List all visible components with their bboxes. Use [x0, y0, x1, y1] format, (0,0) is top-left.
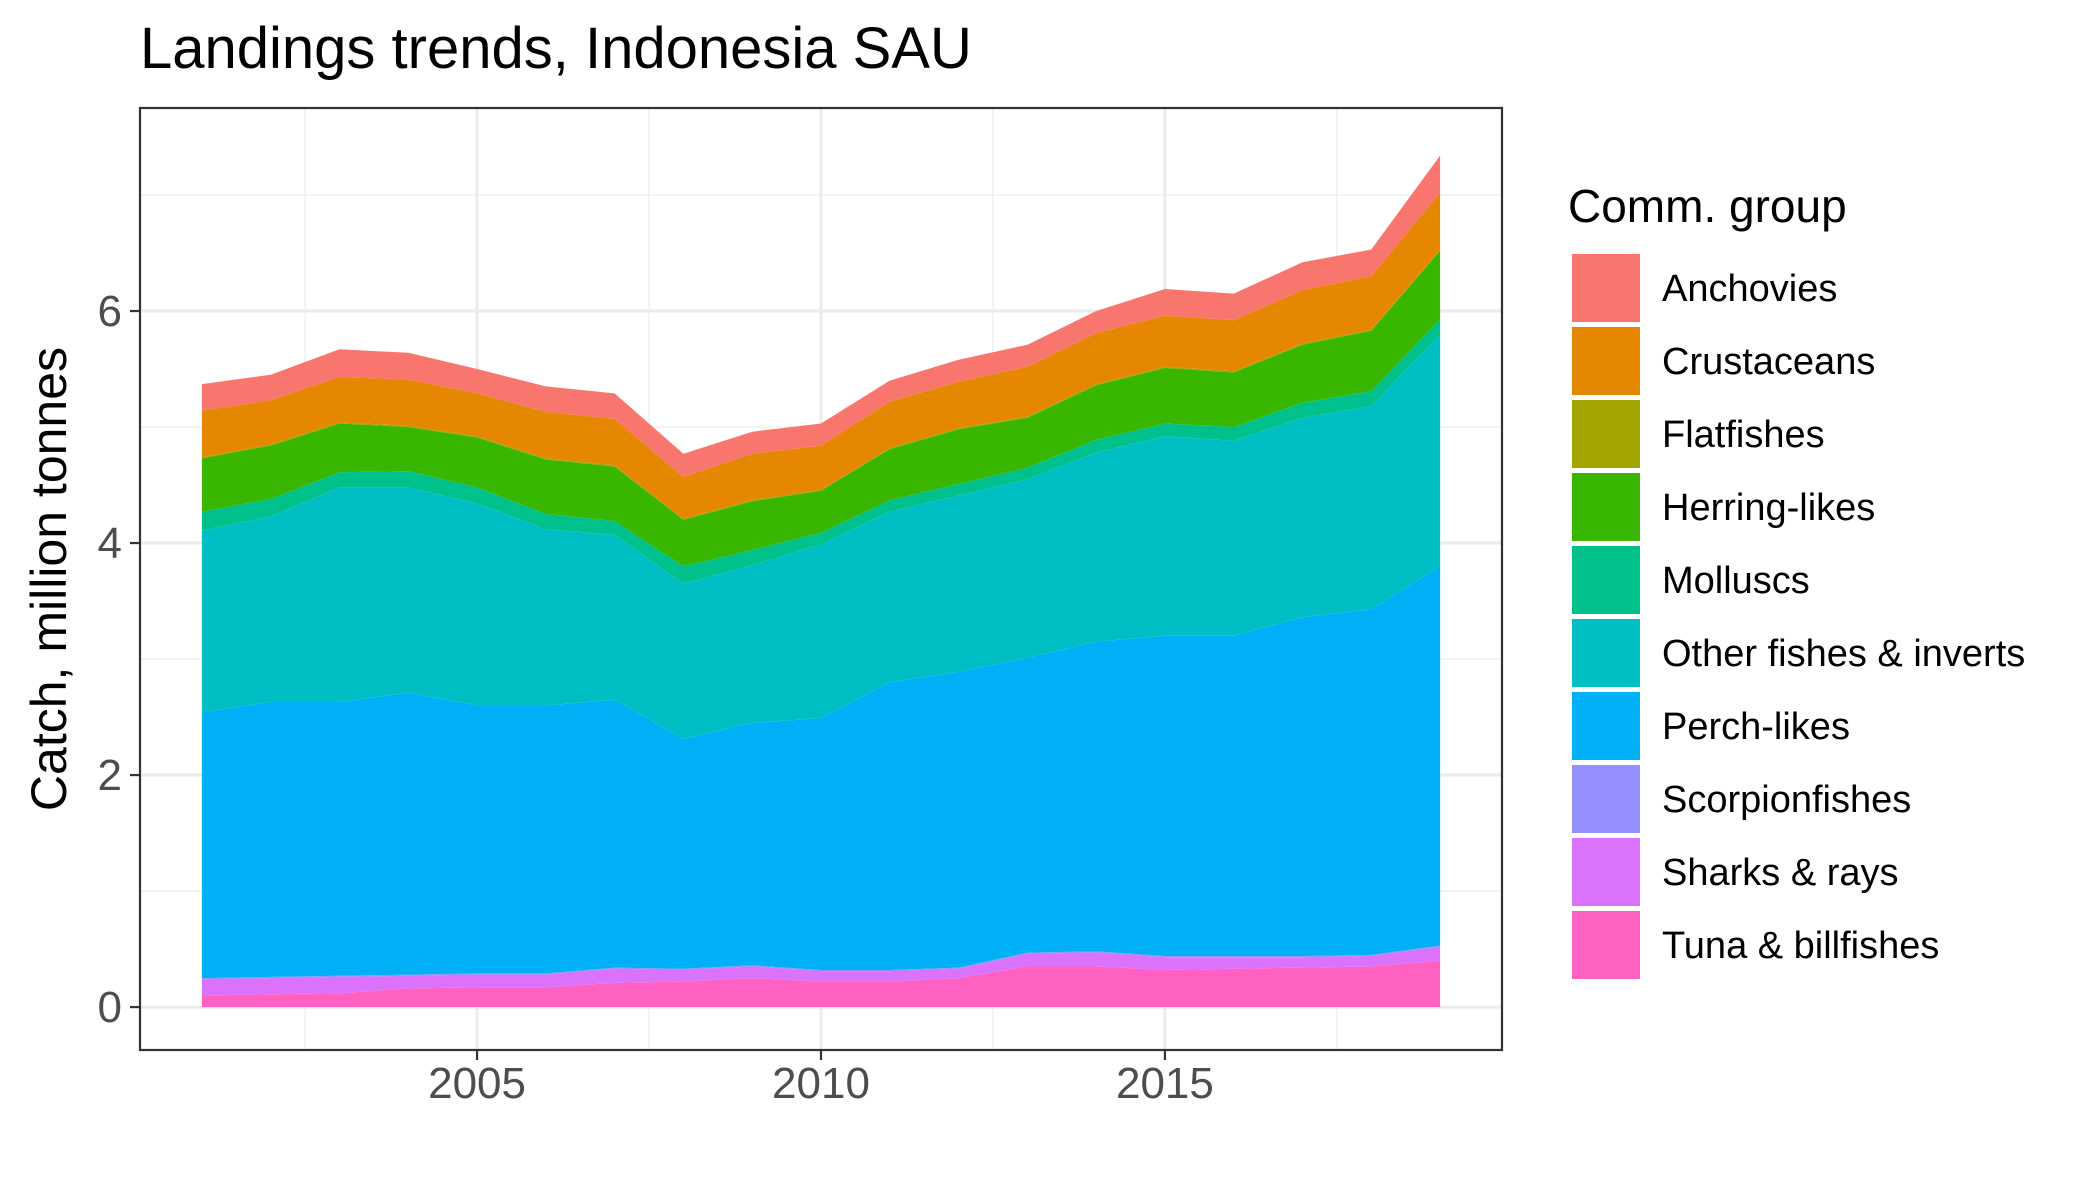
legend-item-anchovies: Anchovies	[1572, 254, 1837, 322]
legend-key-molluscs	[1572, 546, 1640, 614]
y-axis-label: Catch, million tonnes	[21, 347, 77, 811]
x-tick-label: 2010	[772, 1059, 870, 1108]
legend: Comm. group Anchovies Crustaceans Flatfish…	[1568, 180, 2025, 979]
legend-title: Comm. group	[1568, 180, 1847, 232]
legend-key-scorpionfishes	[1572, 765, 1640, 833]
y-tick-label: 4	[98, 519, 122, 568]
legend-item-perch-likes: Perch-likes	[1572, 692, 1850, 760]
legend-label: Herring-likes	[1662, 487, 1875, 529]
y-axis: 0 2 4 6	[98, 287, 140, 1032]
legend-item-crustaceans: Crustaceans	[1572, 327, 1875, 395]
legend-label: Molluscs	[1662, 560, 1810, 602]
legend-label: Other fishes & inverts	[1662, 633, 2025, 675]
legend-key-anchovies	[1572, 254, 1640, 322]
legend-key-other-fishes-and-inverts	[1572, 619, 1640, 687]
legend-items: Anchovies Crustaceans Flatfishes Herring-li…	[1572, 254, 2025, 979]
legend-item-molluscs: Molluscs	[1572, 546, 1810, 614]
chart-title: Landings trends, Indonesia SAU	[140, 16, 972, 81]
area-herring-likes	[201, 250, 1441, 567]
legend-label: Flatfishes	[1662, 414, 1825, 456]
area-tuna-and-billfishes	[201, 960, 1441, 1008]
legend-key-tuna-and-billfishes	[1572, 911, 1640, 979]
legend-label: Scorpionfishes	[1662, 779, 1911, 821]
x-tick-label: 2015	[1116, 1059, 1214, 1108]
plot-panel	[138, 106, 1504, 1052]
y-tick-label: 2	[98, 751, 122, 800]
legend-label: Perch-likes	[1662, 706, 1850, 748]
legend-key-crustaceans	[1572, 327, 1640, 395]
legend-key-perch-likes	[1572, 692, 1640, 760]
legend-label: Crustaceans	[1662, 341, 1875, 383]
area-crustaceans	[201, 192, 1441, 519]
legend-item-flatfishes: Flatfishes	[1572, 400, 1825, 468]
area-sharks-and-rays	[201, 946, 1441, 996]
area-other-fishes-and-inverts	[201, 334, 1441, 740]
x-axis: 2005 2010 2015	[428, 1050, 1214, 1108]
legend-item-tuna-and-billfishes: Tuna & billfishes	[1572, 911, 1939, 979]
legend-item-herring-likes: Herring-likes	[1572, 473, 1875, 541]
legend-key-flatfishes	[1572, 400, 1640, 468]
area-perch-likes	[201, 566, 1441, 979]
area-scorpionfishes	[201, 945, 1441, 980]
legend-item-other-fishes-and-inverts: Other fishes & inverts	[1572, 619, 2025, 687]
legend-item-sharks-and-rays: Sharks & rays	[1572, 838, 1899, 906]
stacked-areas	[201, 155, 1441, 1008]
x-tick-label: 2005	[428, 1059, 526, 1108]
legend-item-scorpionfishes: Scorpionfishes	[1572, 765, 1911, 833]
legend-label: Tuna & billfishes	[1662, 925, 1939, 967]
area-anchovies	[201, 155, 1441, 477]
legend-label: Anchovies	[1662, 268, 1837, 310]
y-tick-label: 0	[98, 983, 122, 1032]
legend-key-herring-likes	[1572, 473, 1640, 541]
legend-key-sharks-and-rays	[1572, 838, 1640, 906]
legend-label: Sharks & rays	[1662, 852, 1899, 894]
y-tick-label: 6	[98, 287, 122, 336]
